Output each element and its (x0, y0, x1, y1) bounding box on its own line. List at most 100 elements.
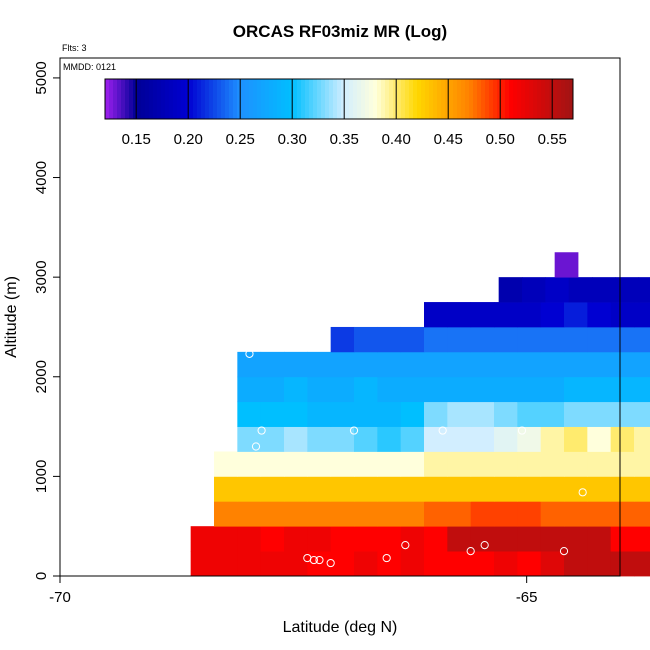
colorbar-tick-label: 0.40 (382, 131, 411, 148)
heatmap-cell (610, 526, 635, 552)
heatmap-cell (330, 451, 355, 477)
heatmap-cell (615, 277, 640, 303)
colorbar-swatch (165, 79, 170, 119)
colorbar-swatch (129, 79, 134, 119)
x-tick-label: -70 (49, 589, 71, 606)
heatmap-cell (540, 401, 565, 427)
colorbar-swatch (145, 79, 150, 119)
colorbar-swatch (489, 79, 494, 119)
heatmap-cell (260, 426, 285, 452)
colorbar-swatch (213, 79, 218, 119)
colorbar-swatch (329, 79, 334, 119)
heatmap-cell (447, 326, 472, 353)
heatmap-cell (610, 302, 635, 328)
colorbar-swatch (357, 79, 362, 119)
colorbar-swatch (113, 79, 118, 119)
colorbar-swatch (229, 79, 234, 119)
heatmap-cell (424, 551, 448, 577)
heatmap-cell (587, 326, 612, 353)
heatmap-cell (587, 501, 612, 527)
colorbar-swatch (429, 79, 434, 119)
colorbar-swatch (221, 79, 226, 119)
heatmap-cell (634, 451, 650, 477)
colorbar-swatch (453, 79, 458, 119)
colorbar-swatch (505, 79, 510, 119)
heatmap-cell (494, 551, 518, 577)
y-tick-label: 3000 (33, 260, 50, 293)
heatmap-cell (540, 476, 565, 502)
heatmap-cell (517, 376, 542, 403)
heatmap-cell (564, 376, 588, 403)
colorbar-swatch (297, 79, 302, 119)
heatmap-cell (470, 351, 495, 378)
colorbar-swatch (457, 79, 462, 119)
heatmap-cell (354, 326, 378, 353)
heatmap-cell (540, 451, 565, 477)
colorbar-swatch (317, 79, 322, 119)
colorbar-swatch (333, 79, 338, 119)
heatmap-cell (517, 501, 542, 527)
heatmap-cell (447, 376, 472, 403)
colorbar-tick-label: 0.20 (174, 131, 203, 148)
heatmap-cell (540, 376, 565, 403)
heatmap-cell (587, 451, 612, 477)
heatmap-cell (377, 376, 402, 403)
colorbar-swatch (205, 79, 210, 119)
heatmap-cell (284, 401, 308, 427)
chart-title: ORCAS RF03miz MR (Log) (233, 22, 447, 41)
heatmap-cell (564, 501, 588, 527)
colorbar-swatch (525, 79, 530, 119)
heatmap-cell (470, 302, 495, 328)
heatmap-cell (260, 501, 285, 527)
heatmap-cell (354, 451, 378, 477)
colorbar-swatch (341, 79, 346, 119)
observation-marker (382, 553, 391, 563)
heatmap-cell (377, 326, 402, 353)
heatmap-cell (424, 302, 448, 328)
heatmap-cell (377, 501, 402, 527)
heatmap-cell (540, 551, 565, 577)
heatmap-cell (587, 526, 612, 552)
y-tick-label: 0 (33, 572, 50, 580)
colorbar-swatch (353, 79, 358, 119)
heatmap-cell (587, 302, 612, 328)
heatmap-cell (564, 526, 588, 552)
colorbar-swatch (261, 79, 266, 119)
colorbar-swatch (465, 79, 470, 119)
y-tick-label: 4000 (33, 161, 50, 194)
heatmap-cell (237, 476, 262, 502)
heatmap-cell (354, 351, 378, 378)
heatmap-cell (610, 376, 635, 403)
heatmap-cell (260, 551, 285, 577)
heatmap-cell (307, 426, 332, 452)
colorbar-tick-label: 0.35 (330, 131, 359, 148)
heatmap-cell (564, 551, 588, 577)
colorbar-swatch (509, 79, 514, 119)
colorbar-swatch (549, 79, 554, 119)
colorbar-swatch (289, 79, 294, 119)
colorbar-swatch (241, 79, 246, 119)
heatmap-cell (634, 376, 650, 403)
colorbar-tick-label: 0.45 (434, 131, 463, 148)
heatmap-cell (447, 451, 472, 477)
heatmap-cell (540, 426, 565, 452)
colorbar-swatch (513, 79, 518, 119)
heatmap-cell (330, 476, 355, 502)
colorbar-swatch (257, 79, 262, 119)
colorbar-swatch (325, 79, 330, 119)
heatmap-cell (517, 326, 542, 353)
colorbar-tick-label: 0.50 (486, 131, 515, 148)
heatmap-cell (424, 501, 448, 527)
heatmap-cell (447, 476, 472, 502)
colorbar-swatch (409, 79, 414, 119)
colorbar-swatch (481, 79, 486, 119)
heatmap-cell (634, 302, 650, 328)
colorbar-swatch (125, 79, 130, 119)
heatmap-cell (377, 451, 402, 477)
heatmap-cell (260, 351, 285, 378)
heatmap-cell (517, 476, 542, 502)
heatmap-cell (377, 351, 402, 378)
heatmap-cell (634, 401, 650, 427)
heatmap-cell (354, 526, 378, 552)
heatmap-cell (214, 476, 238, 502)
